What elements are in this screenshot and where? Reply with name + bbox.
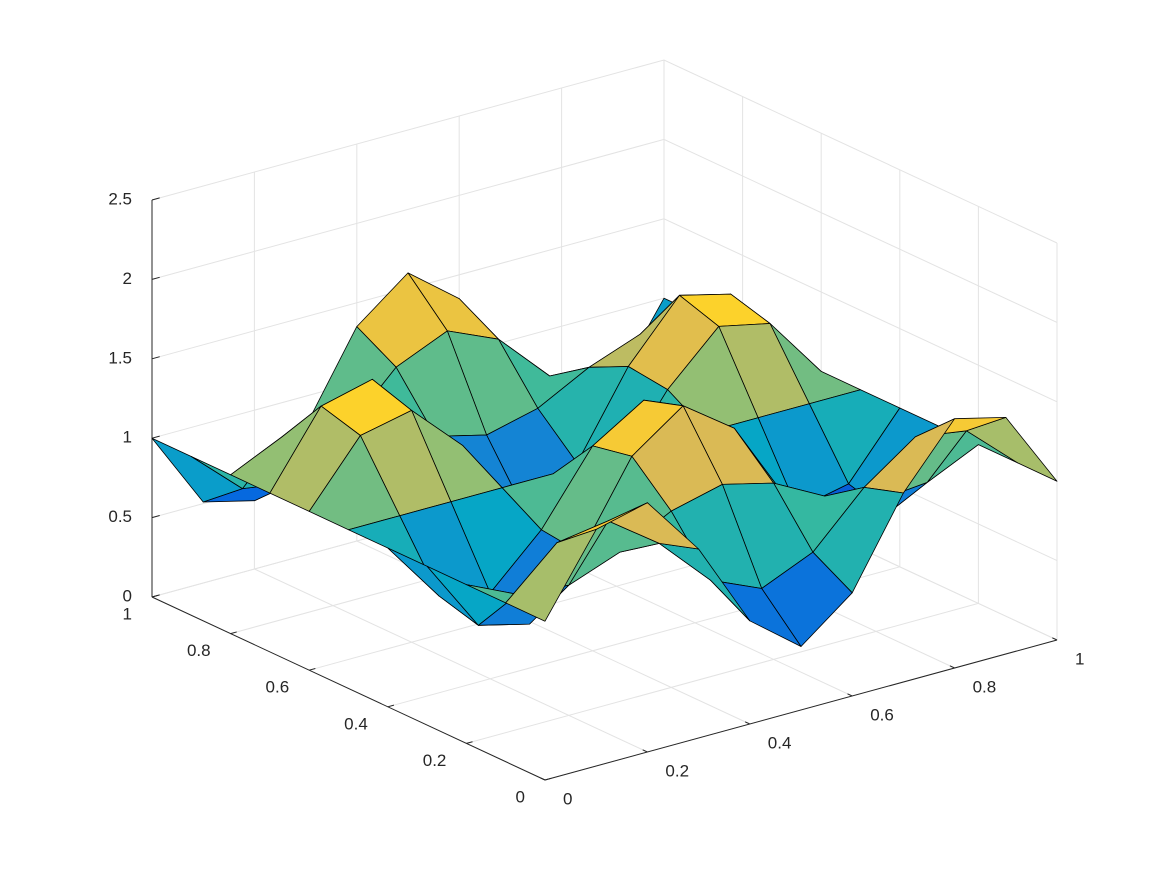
z-tick-label: 2.5 bbox=[108, 189, 132, 208]
z-tick bbox=[151, 594, 160, 598]
y-tick bbox=[544, 777, 552, 781]
x-tick bbox=[642, 749, 648, 753]
y-tick-label: 0.2 bbox=[423, 751, 447, 770]
y-tick bbox=[387, 704, 395, 708]
y-axis bbox=[151, 596, 546, 781]
z-grid-line bbox=[151, 138, 1058, 323]
x-tick-label: 0.2 bbox=[665, 761, 689, 780]
x-tick bbox=[1052, 637, 1058, 641]
y-tick bbox=[466, 741, 473, 744]
x-axis bbox=[544, 639, 1058, 781]
x-tick bbox=[540, 777, 546, 781]
z-tick bbox=[151, 197, 160, 201]
z-tick-label: 0 bbox=[123, 586, 132, 605]
x-tick bbox=[949, 665, 955, 669]
y-tick bbox=[230, 631, 237, 635]
z-tick bbox=[151, 276, 160, 280]
y-tick-label: 0 bbox=[516, 787, 525, 806]
y-tick-label: 1 bbox=[123, 604, 132, 623]
surface-face bbox=[505, 529, 597, 622]
x-tick-label: 1 bbox=[1075, 649, 1084, 668]
x-tick-label: 0.4 bbox=[768, 733, 792, 752]
z-tick-label: 2 bbox=[123, 269, 132, 288]
z-grid-line bbox=[151, 218, 1058, 403]
x-tick-label: 0 bbox=[563, 789, 572, 808]
y-tick-label: 0.4 bbox=[344, 714, 368, 733]
x-tick-label: 0.8 bbox=[973, 677, 997, 696]
z-tick bbox=[151, 515, 160, 519]
z-grid-line bbox=[151, 59, 1058, 244]
z-tick-label: 1 bbox=[123, 428, 132, 447]
x-tick-label: 0.6 bbox=[870, 705, 894, 724]
x-tick bbox=[847, 693, 853, 697]
z-tick-label: 0.5 bbox=[108, 507, 132, 526]
z-tick-label: 1.5 bbox=[108, 348, 132, 367]
y-tick bbox=[309, 668, 316, 671]
x-tick bbox=[744, 721, 751, 725]
z-tick bbox=[151, 435, 160, 439]
y-tick-label: 0.8 bbox=[187, 641, 211, 660]
y-tick-label: 0.6 bbox=[266, 678, 290, 697]
z-tick bbox=[151, 356, 160, 360]
